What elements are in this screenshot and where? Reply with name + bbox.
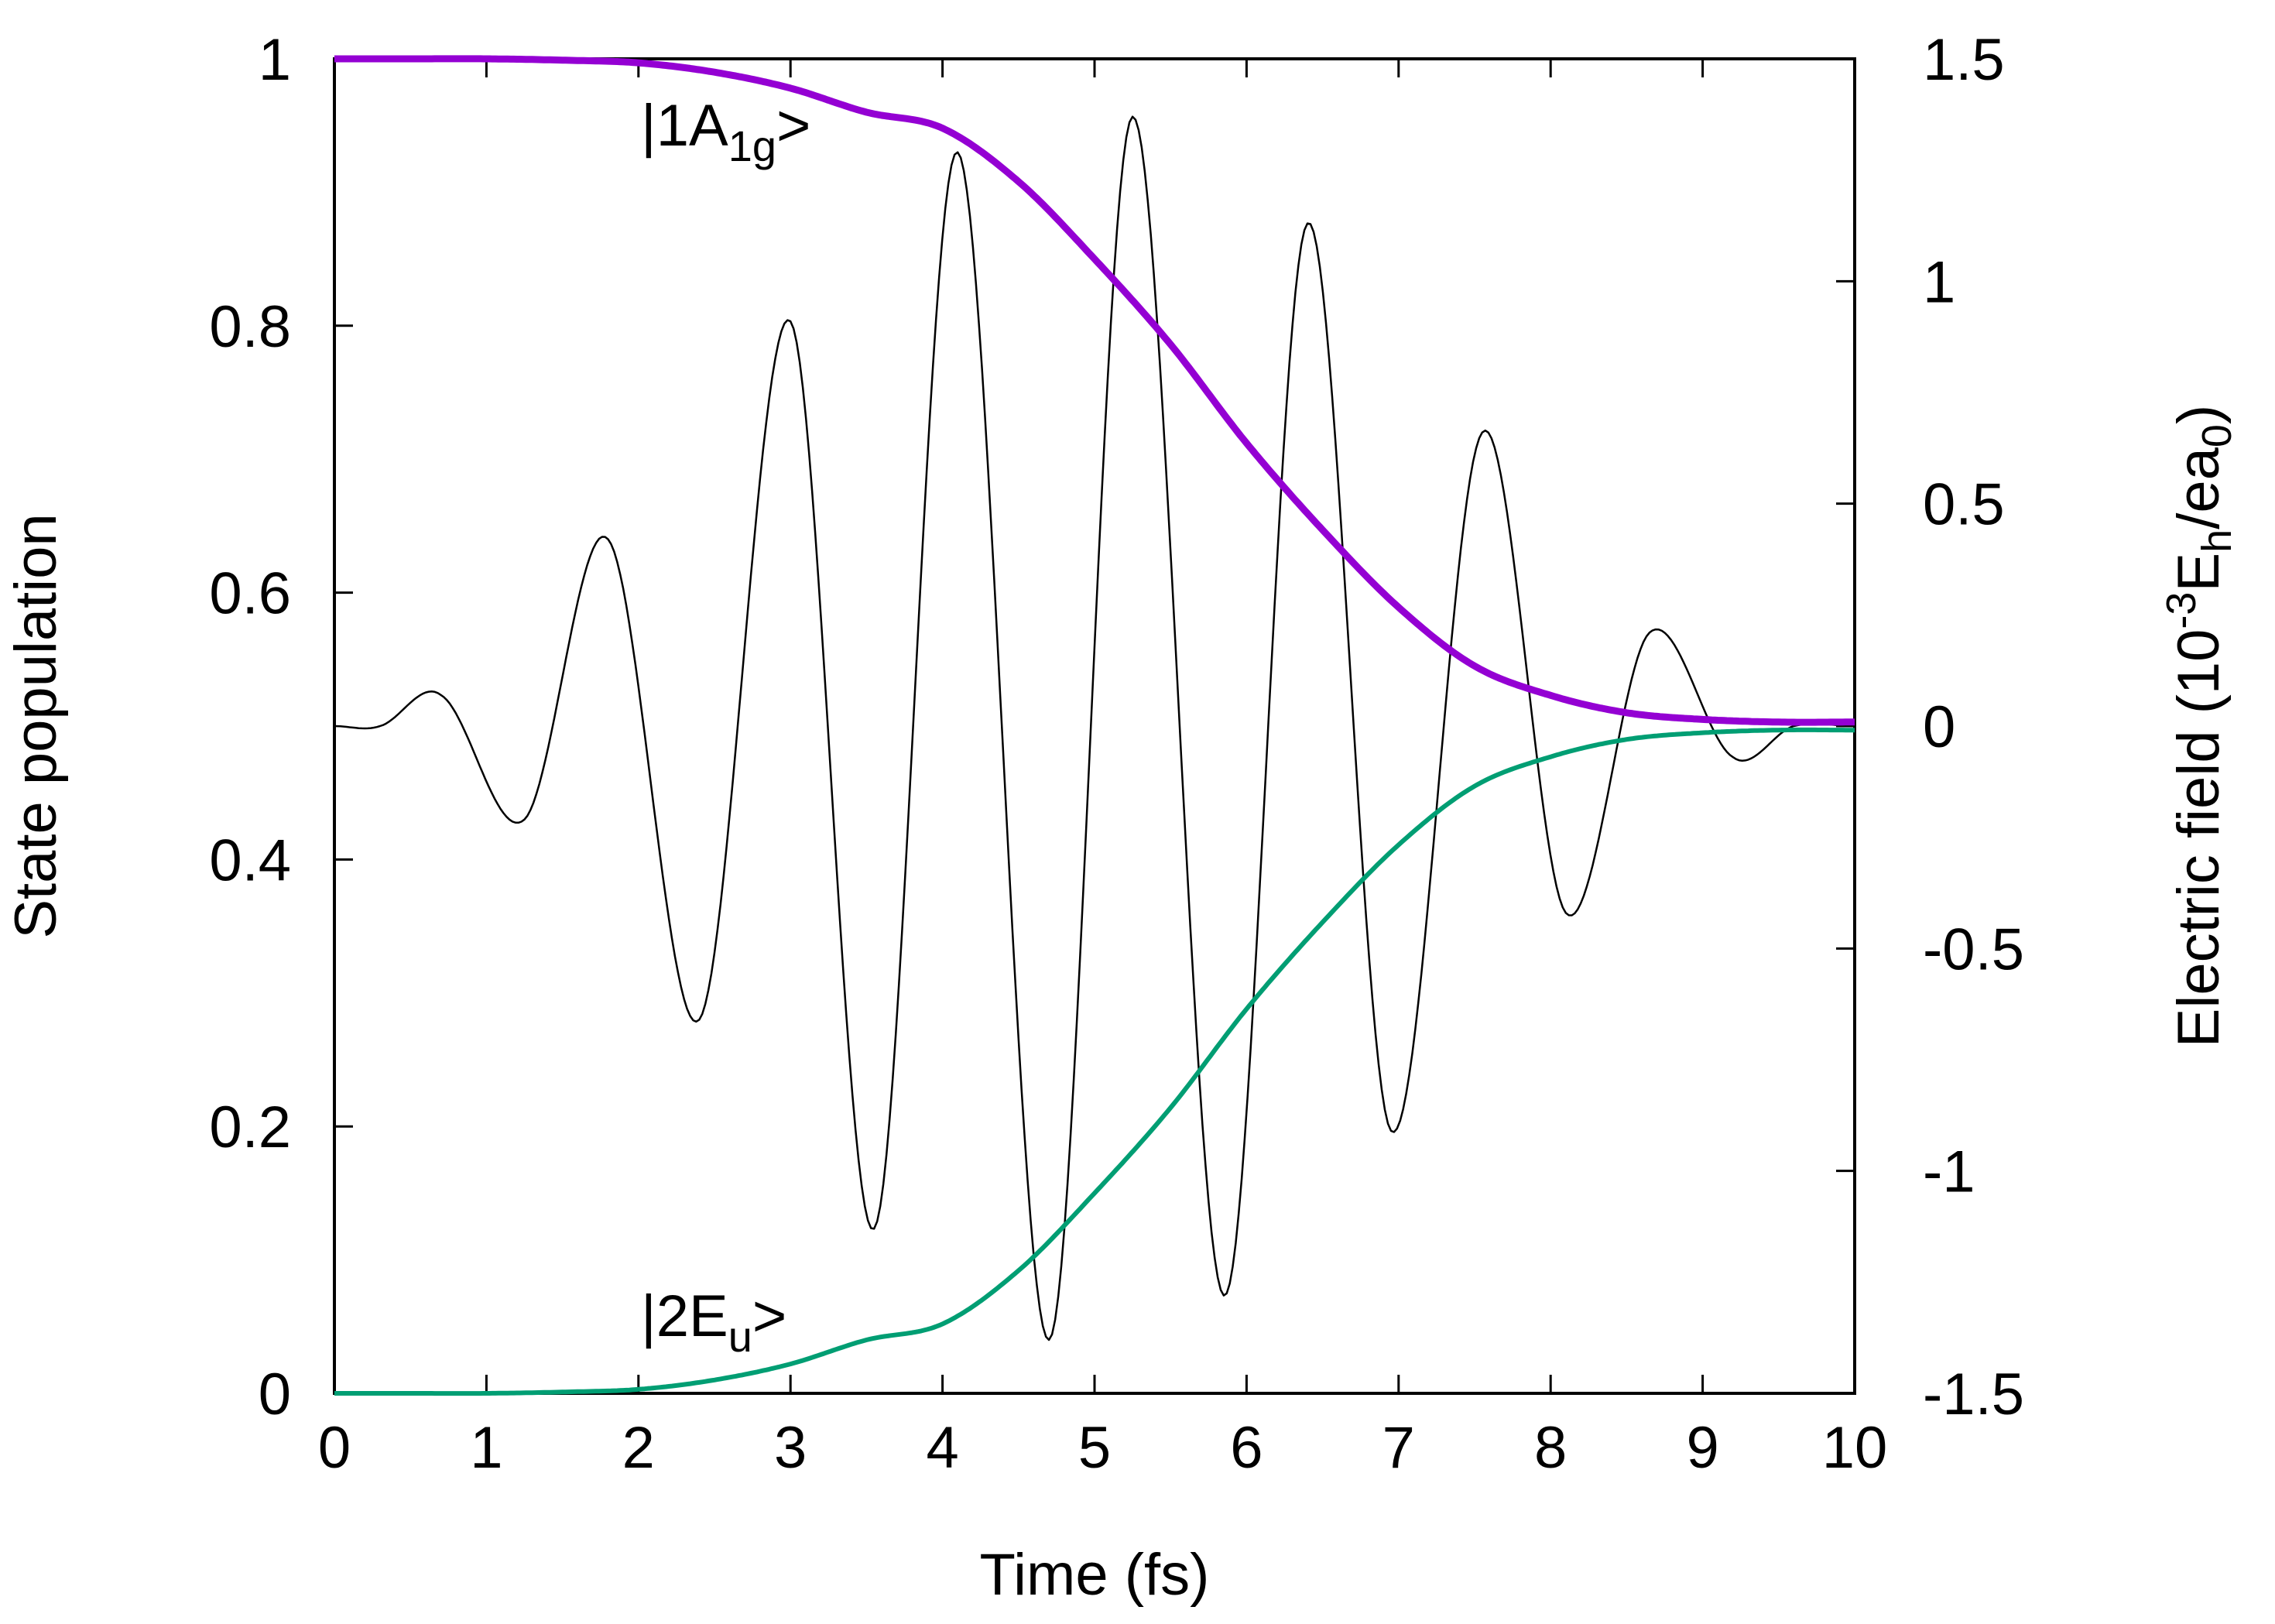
x-tick-label: 0 [318,1415,351,1481]
y2-axis-title: Electric field (10-3Eh/ea0) [2158,405,2240,1047]
x-tick-label: 9 [1686,1415,1718,1481]
y2-tick-label: -0.5 [1923,916,2024,982]
y2-title-exp: -3 [2158,592,2205,629]
y-tick-label: 0.4 [209,827,291,893]
x-tick-label: 3 [774,1415,807,1481]
y-tick-label: 1 [259,27,291,93]
annotation-1a1g-tail: > [776,93,810,159]
x-tick-label: 2 [622,1415,655,1481]
annotation-1a1g-sub: 1g [728,122,776,170]
y2-tick-label: -1 [1923,1139,1975,1205]
x-tick-label: 5 [1078,1415,1111,1481]
x-tick-label: 8 [1534,1415,1567,1481]
annotation-1a1g: |1A1g> [641,93,810,170]
series-line-1a1g [334,55,1855,726]
y2-title-mid2: /ea [2166,447,2232,529]
x-tick-label: 4 [926,1415,958,1481]
series-line-2eu [334,727,1855,1396]
series-line-electric-field [334,115,1855,1341]
y2-tick-label: 1.5 [1923,27,2005,93]
y2-tick-label: 1 [1923,249,1955,315]
x-tick-label: 1 [470,1415,502,1481]
annotation-2eu-main: |2E [641,1283,728,1349]
annotation-2eu-sub: u [728,1312,752,1361]
tick-labels: 0 1 2 3 4 5 6 7 8 9 10 0 0.2 0.4 0.6 0.8 1 -1.5 -1 -0.5 0 0.5… [209,27,2024,1481]
y2-title-sub2: 0 [2194,424,2240,447]
x-tick-label: 10 [1822,1415,1888,1481]
annotation-2eu-tail: > [752,1283,786,1349]
y2-tick-label: -1.5 [1923,1362,2024,1427]
annotation-2eu: |2Eu> [641,1283,786,1361]
annotation-1a1g-main: |1A [641,93,728,159]
x-tick-label: 6 [1230,1415,1263,1481]
y-tick-label: 0.8 [209,294,291,360]
y-axis-title: State population [3,513,69,938]
y-tick-label: 0 [259,1362,291,1427]
y-tick-label: 0.2 [209,1095,291,1160]
y2-tick-label: 0.5 [1923,472,2005,538]
y2-title-mid: E [2166,553,2232,592]
y2-title-prefix: Electric field (10 [2166,629,2232,1048]
y2-title-suffix: ) [2166,405,2232,424]
x-axis-title: Time (fs) [980,1542,1210,1608]
series-layer [334,55,1855,1396]
y2-title-sub1: h [2194,529,2240,553]
y2-tick-label: 0 [1923,694,1955,760]
y-tick-label: 0.6 [209,561,291,627]
x-tick-label: 7 [1382,1415,1415,1481]
